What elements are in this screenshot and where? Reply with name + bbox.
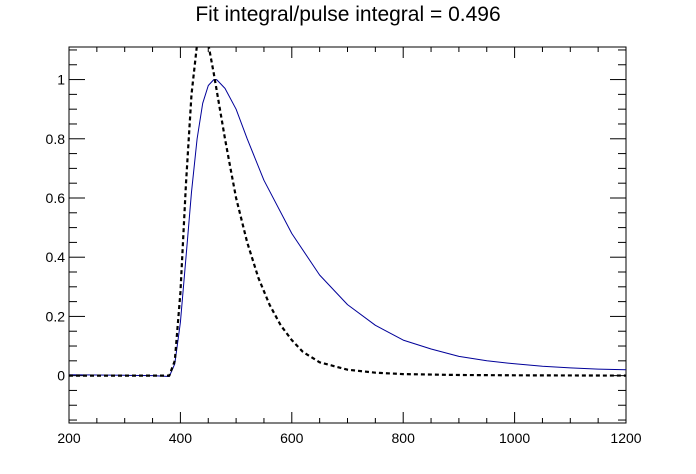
y-tick-label: 0.8 [46, 131, 66, 147]
y-tick-label: 1 [57, 72, 65, 88]
x-tick-label: 400 [169, 430, 193, 446]
y-tick-label: 0.4 [46, 249, 66, 265]
y-tick-label: 0.2 [46, 308, 66, 324]
x-tick-label: 600 [280, 430, 304, 446]
x-tick-label: 1200 [610, 430, 641, 446]
x-tick-label: 800 [392, 430, 416, 446]
fit-curve-dashed [69, 47, 626, 377]
pulse-curve [69, 79, 626, 377]
chart-title: Fit integral/pulse integral = 0.496 [195, 3, 501, 26]
x-tick-label: 200 [57, 430, 81, 446]
y-tick-label: 0 [57, 368, 65, 384]
x-tick-label: 1000 [499, 430, 530, 446]
axis-tick-labels: 200 400 600 800 1000 1200 0 0.2 0.4 0.6 0.8 1 [46, 72, 642, 446]
y-tick-label: 0.6 [46, 190, 66, 206]
axis-ticks [68, 47, 627, 423]
series-layer [69, 47, 626, 377]
